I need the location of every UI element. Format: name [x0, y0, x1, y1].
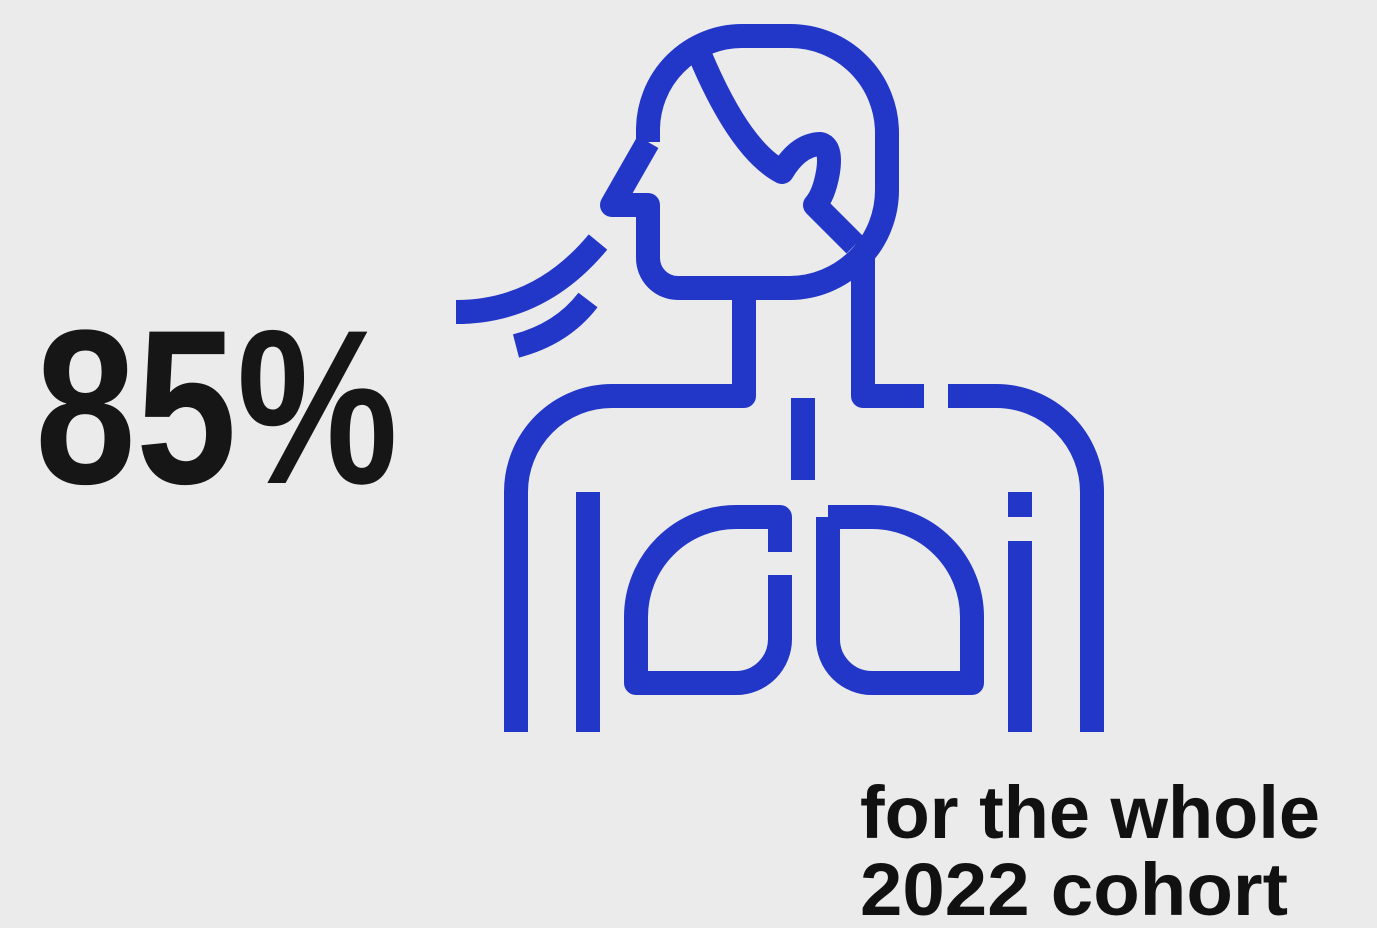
- stat-value: 85%: [35, 284, 398, 530]
- lungs-icon: [455, 24, 1104, 732]
- caption-line: for the whole: [860, 771, 1320, 854]
- caption-line: 2022 cohort: [860, 848, 1288, 928]
